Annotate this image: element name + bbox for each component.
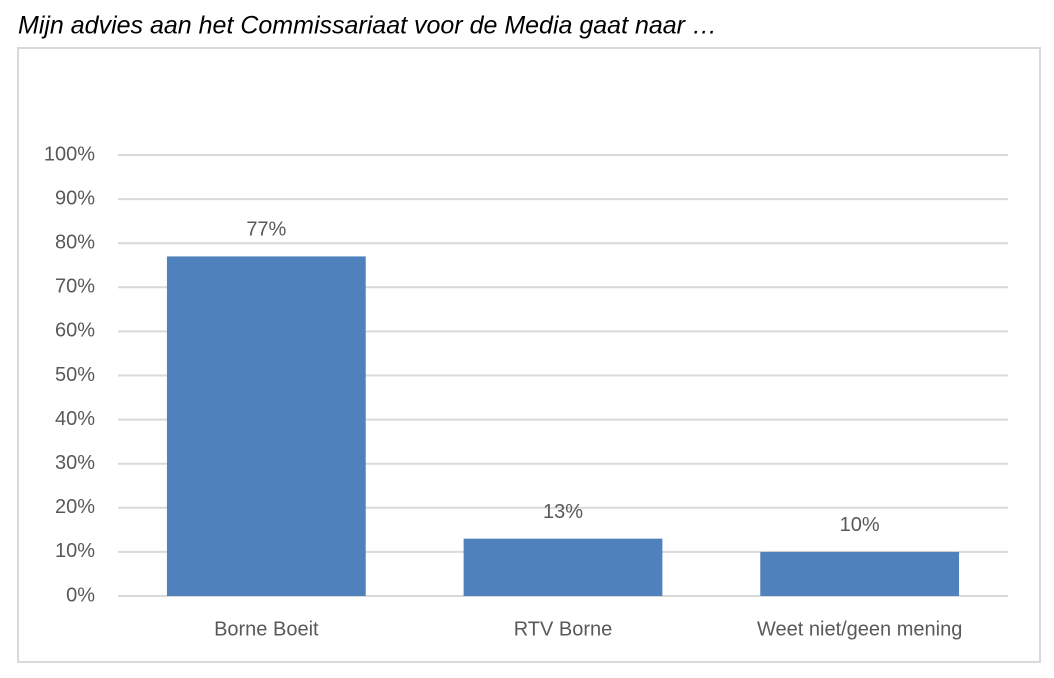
y-tick-label: 40%	[55, 408, 95, 430]
data-label: 77%	[246, 219, 286, 241]
y-tick-label: 100%	[44, 143, 95, 165]
data-label: 13%	[543, 501, 583, 523]
x-tick-label: Weet niet/geen mening	[757, 618, 962, 640]
y-tick-label: 0%	[66, 584, 95, 606]
y-tick-label: 20%	[55, 496, 95, 518]
bar	[760, 551, 960, 596]
y-tick-label: 90%	[55, 187, 95, 209]
y-tick-label: 60%	[55, 320, 95, 342]
x-tick-label: Borne Boeit	[214, 618, 319, 640]
y-tick-label: 80%	[55, 231, 95, 253]
data-label: 10%	[840, 514, 880, 536]
y-tick-label: 70%	[55, 276, 95, 298]
bar	[463, 538, 663, 596]
x-tick-label: RTV Borne	[514, 618, 613, 640]
chart-frame	[17, 47, 1041, 663]
bar	[166, 256, 366, 596]
y-tick-label: 30%	[55, 452, 95, 474]
chart-title: Mijn advies aan het Commissariaat voor d…	[18, 12, 717, 40]
y-tick-label: 10%	[55, 540, 95, 562]
y-tick-label: 50%	[55, 364, 95, 386]
